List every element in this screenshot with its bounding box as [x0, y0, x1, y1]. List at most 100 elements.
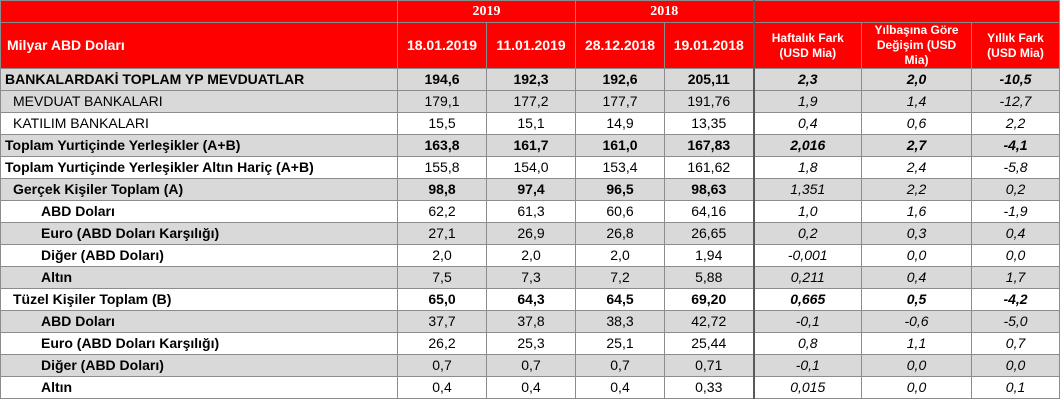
value-cell: 25,3	[486, 332, 576, 355]
change-cell: 0,6	[861, 112, 972, 135]
value-cell: 155,8	[397, 156, 487, 179]
change-cell: 0,2	[752, 222, 862, 245]
value-cell: 96,5	[575, 178, 665, 201]
value-cell: 15,1	[486, 112, 576, 135]
change-cell: 1,8	[752, 156, 862, 179]
change-cell: 0,015	[752, 376, 862, 399]
row-label: ABD Doları	[0, 200, 398, 223]
row-label: Toplam Yurtiçinde Yerleşikler (A+B)	[0, 134, 398, 157]
change-cell: 2,4	[861, 156, 972, 179]
change-cell: -0,6	[861, 310, 972, 333]
value-cell: 7,3	[486, 266, 576, 289]
table-body: BANKALARDAKİ TOPLAM YP MEVDUATLAR 194,6 19…	[0, 68, 1060, 399]
change-cell: 2,016	[752, 134, 862, 157]
value-cell: 15,5	[397, 112, 487, 135]
change-cell: 0,3	[861, 222, 972, 245]
change-cell: 0,1	[970, 376, 1060, 399]
value-cell: 2,0	[397, 244, 487, 267]
change-cell: 0,0	[970, 354, 1060, 377]
value-cell: 98,8	[397, 178, 487, 201]
change-cell: 0,665	[752, 288, 862, 311]
value-cell: 25,44	[664, 332, 754, 355]
value-cell: 60,6	[575, 200, 665, 223]
table-row: Euro (ABD Doları Karşılığı) 26,2 25,3 25,1 2…	[0, 332, 1060, 355]
value-cell: 177,2	[486, 90, 576, 113]
table-row: Diğer (ABD Doları) 2,0 2,0 2,0 1,94 -0,001 0,0…	[0, 244, 1060, 267]
date-header-3: 28.12.2018	[575, 22, 665, 69]
value-cell: 205,11	[664, 68, 754, 91]
value-cell: 64,3	[486, 288, 576, 311]
change-cell: -12,7	[970, 90, 1060, 113]
year-2019-header: 2019	[397, 0, 576, 23]
row-label: Diğer (ABD Doları)	[0, 354, 398, 377]
value-cell: 37,7	[397, 310, 487, 333]
change-cell: 0,7	[970, 332, 1060, 355]
value-cell: 2,0	[486, 244, 576, 267]
value-cell: 97,4	[486, 178, 576, 201]
change-cell: 2,2	[861, 178, 972, 201]
table-row: Toplam Yurtiçinde Yerleşikler Altın Hari…	[0, 156, 1060, 179]
value-cell: 5,88	[664, 266, 754, 289]
value-cell: 2,0	[575, 244, 665, 267]
value-cell: 154,0	[486, 156, 576, 179]
change-cell: 1,0	[752, 200, 862, 223]
change-cell: 2,7	[861, 134, 972, 157]
value-cell: 26,65	[664, 222, 754, 245]
change-cell: -5,0	[970, 310, 1060, 333]
change-cell: 1,4	[861, 90, 972, 113]
table-row: Tüzel Kişiler Toplam (B) 65,0 64,3 64,5 69,2…	[0, 288, 1060, 311]
row-label: Tüzel Kişiler Toplam (B)	[0, 288, 398, 311]
row-label: Euro (ABD Doları Karşılığı)	[0, 332, 398, 355]
value-cell: 192,6	[575, 68, 665, 91]
table-row: KATILIM BANKALARI 15,5 15,1 14,9 13,35 0,4 0,6…	[0, 112, 1060, 135]
table-row: Altın 0,4 0,4 0,4 0,33 0,015 0,0 0,1	[0, 376, 1060, 399]
value-cell: 0,4	[486, 376, 576, 399]
row-label: KATILIM BANKALARI	[0, 112, 398, 135]
deposit-table: 2019 2018 Milyar ABD Doları 18.01.2019 1…	[0, 0, 1060, 399]
table-row: Gerçek Kişiler Toplam (A) 98,8 97,4 96,5 98,…	[0, 178, 1060, 201]
value-cell: 194,6	[397, 68, 487, 91]
row-label: BANKALARDAKİ TOPLAM YP MEVDUATLAR	[0, 68, 398, 91]
value-cell: 69,20	[664, 288, 754, 311]
change-cell: 0,0	[861, 244, 972, 267]
change-cell: -4,2	[970, 288, 1060, 311]
table-row: Euro (ABD Doları Karşılığı) 27,1 26,9 26,8 2…	[0, 222, 1060, 245]
change-header-blank	[752, 0, 1060, 23]
change-cell: -5,8	[970, 156, 1060, 179]
value-cell: 26,9	[486, 222, 576, 245]
table-row: ABD Doları 37,7 37,8 38,3 42,72 -0,1 -0,6 -5,0	[0, 310, 1060, 333]
header-blank-cell	[0, 0, 398, 23]
table-row: MEVDUAT BANKALARI 179,1 177,2 177,7 191,76 1,…	[0, 90, 1060, 113]
change-cell: 0,0	[970, 244, 1060, 267]
value-cell: 65,0	[397, 288, 487, 311]
value-cell: 38,3	[575, 310, 665, 333]
change-cell: 0,0	[861, 376, 972, 399]
value-cell: 13,35	[664, 112, 754, 135]
change-cell: 1,351	[752, 178, 862, 201]
change-cell: 1,6	[861, 200, 972, 223]
value-cell: 0,4	[397, 376, 487, 399]
change-cell: -4,1	[970, 134, 1060, 157]
value-cell: 25,1	[575, 332, 665, 355]
annual-change-header: Yıllık Fark (USD Mia)	[970, 22, 1060, 69]
table-row: ABD Doları 62,2 61,3 60,6 64,16 1,0 1,6 -1,9	[0, 200, 1060, 223]
value-cell: 161,62	[664, 156, 754, 179]
value-cell: 26,2	[397, 332, 487, 355]
change-cell: -10,5	[970, 68, 1060, 91]
change-cell: -0,1	[752, 310, 862, 333]
date-header-4: 19.01.2018	[664, 22, 754, 69]
change-cell: 2,2	[970, 112, 1060, 135]
value-cell: 14,9	[575, 112, 665, 135]
value-cell: 179,1	[397, 90, 487, 113]
weekly-change-header: Haftalık Fark (USD Mia)	[752, 22, 862, 69]
change-cell: 0,4	[752, 112, 862, 135]
change-cell: 0,4	[861, 266, 972, 289]
table-row: Altın 7,5 7,3 7,2 5,88 0,211 0,4 1,7	[0, 266, 1060, 289]
table-row: Diğer (ABD Doları) 0,7 0,7 0,7 0,71 -0,1 0,0 0,…	[0, 354, 1060, 377]
row-label: Toplam Yurtiçinde Yerleşikler Altın Hari…	[0, 156, 398, 179]
value-cell: 0,7	[397, 354, 487, 377]
value-cell: 163,8	[397, 134, 487, 157]
table-row: BANKALARDAKİ TOPLAM YP MEVDUATLAR 194,6 19…	[0, 68, 1060, 91]
change-cell: -0,001	[752, 244, 862, 267]
change-cell: 0,211	[752, 266, 862, 289]
